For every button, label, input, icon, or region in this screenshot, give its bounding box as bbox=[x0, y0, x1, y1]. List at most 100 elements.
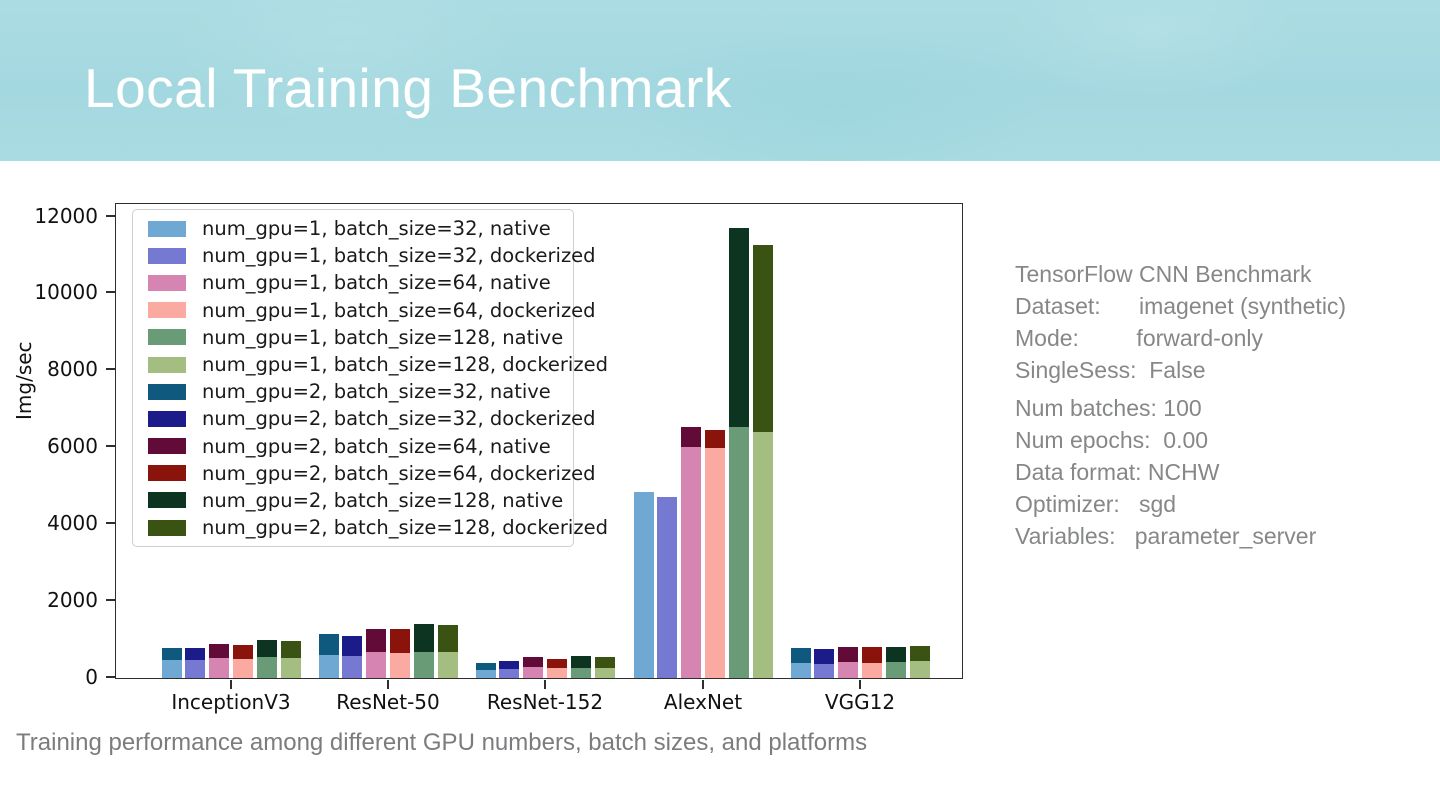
legend-item: num_gpu=1, batch_size=128, dockerized bbox=[133, 351, 608, 378]
legend-item: num_gpu=2, batch_size=128, native bbox=[133, 487, 573, 514]
legend-swatch bbox=[148, 492, 186, 509]
info-line: Num epochs: 0.00 bbox=[1015, 427, 1209, 453]
legend-item: num_gpu=2, batch_size=128, dockerized bbox=[133, 514, 608, 541]
y-tick-label: 2000 bbox=[47, 588, 98, 613]
legend-swatch bbox=[148, 410, 186, 427]
legend-label: num_gpu=1, batch_size=128, dockerized bbox=[202, 353, 608, 377]
legend-label: num_gpu=1, batch_size=32, dockerized bbox=[202, 244, 596, 268]
legend-swatch bbox=[148, 465, 186, 482]
info-line: Variables: parameter_server bbox=[1015, 523, 1317, 549]
y-tick-label: 0 bbox=[85, 665, 98, 689]
x-tick-mark bbox=[702, 679, 704, 689]
info-line: Optimizer: sgd bbox=[1015, 491, 1177, 517]
bar-gpu1 bbox=[681, 447, 702, 678]
bar-gpu1 bbox=[389, 653, 410, 678]
legend-swatch bbox=[148, 519, 186, 536]
info-line: Data format: NCHW bbox=[1015, 459, 1220, 485]
bar-gpu1 bbox=[318, 655, 339, 678]
bar-gpu1 bbox=[814, 664, 835, 678]
y-tick-mark bbox=[105, 445, 115, 448]
x-tick-mark bbox=[387, 679, 389, 689]
bar-gpu1 bbox=[256, 657, 277, 678]
legend-label: num_gpu=1, batch_size=64, native bbox=[202, 271, 551, 295]
legend-item: num_gpu=1, batch_size=128, native bbox=[133, 324, 573, 351]
x-tick-label: InceptionV3 bbox=[171, 690, 291, 714]
y-tick-label: 12000 bbox=[34, 203, 98, 228]
bar-gpu1 bbox=[209, 658, 230, 678]
y-tick-mark bbox=[105, 291, 115, 294]
legend-item: num_gpu=1, batch_size=64, native bbox=[133, 269, 573, 296]
legend-swatch bbox=[148, 247, 186, 264]
info-panel: TensorFlow CNN Benchmark Dataset: imagen… bbox=[1015, 258, 1346, 552]
legend-swatch bbox=[148, 274, 186, 291]
bar-gpu1 bbox=[633, 492, 654, 678]
legend-item: num_gpu=2, batch_size=64, native bbox=[133, 433, 573, 460]
bar-gpu1 bbox=[546, 668, 567, 678]
x-tick-label: ResNet-152 bbox=[486, 690, 604, 714]
legend-label: num_gpu=2, batch_size=128, dockerized bbox=[202, 516, 608, 540]
bar-gpu1 bbox=[523, 667, 544, 678]
bar-gpu1 bbox=[499, 669, 520, 678]
bar-gpu1 bbox=[366, 652, 387, 678]
legend-item: num_gpu=2, batch_size=64, dockerized bbox=[133, 460, 596, 487]
bar-gpu1 bbox=[342, 655, 363, 678]
x-tick-mark bbox=[230, 679, 232, 689]
bar-gpu1 bbox=[657, 496, 678, 678]
bar-gpu1 bbox=[185, 659, 206, 678]
y-tick-mark bbox=[105, 676, 115, 678]
y-tick-mark bbox=[105, 599, 115, 602]
bar-gpu1 bbox=[594, 668, 615, 678]
bar-gpu1 bbox=[728, 426, 749, 678]
chart-caption: Training performance among different GPU… bbox=[16, 729, 868, 756]
legend-label: num_gpu=1, batch_size=64, dockerized bbox=[202, 298, 596, 322]
x-tick-mark bbox=[544, 679, 546, 689]
bar-gpu1 bbox=[885, 661, 906, 678]
legend-item: num_gpu=2, batch_size=32, native bbox=[133, 378, 573, 405]
legend-item: num_gpu=1, batch_size=64, dockerized bbox=[133, 297, 596, 324]
legend-label: num_gpu=2, batch_size=32, native bbox=[202, 380, 551, 404]
page-title: Local Training Benchmark bbox=[84, 57, 732, 119]
y-tick-label: 6000 bbox=[47, 434, 98, 459]
x-tick-label: AlexNet bbox=[663, 690, 743, 714]
legend-item: num_gpu=1, batch_size=32, native bbox=[133, 215, 573, 242]
y-tick-mark bbox=[105, 368, 115, 371]
bar-gpu1 bbox=[570, 668, 591, 678]
legend-label: num_gpu=1, batch_size=128, native bbox=[202, 325, 564, 349]
bar-gpu1 bbox=[790, 663, 811, 678]
x-tick-mark bbox=[859, 679, 861, 689]
y-tick-label: 10000 bbox=[34, 280, 98, 305]
legend-swatch bbox=[148, 302, 186, 319]
bar-gpu1 bbox=[413, 651, 434, 678]
legend-item: num_gpu=2, batch_size=32, dockerized bbox=[133, 405, 596, 432]
bar-gpu1 bbox=[909, 661, 930, 678]
legend-swatch bbox=[148, 438, 186, 455]
legend-swatch bbox=[148, 220, 186, 237]
bar-gpu1 bbox=[861, 663, 882, 678]
legend-swatch bbox=[148, 329, 186, 346]
info-line: Num batches: 100 bbox=[1015, 395, 1202, 421]
bar-gpu1 bbox=[437, 652, 458, 678]
legend-label: num_gpu=2, batch_size=32, dockerized bbox=[202, 407, 596, 431]
x-tick-label: VGG12 bbox=[824, 690, 896, 714]
info-line: Mode: forward-only bbox=[1015, 325, 1263, 351]
legend-label: num_gpu=1, batch_size=32, native bbox=[202, 217, 551, 241]
bar-gpu1 bbox=[280, 658, 301, 678]
bar-gpu1 bbox=[161, 660, 182, 678]
chart-area: num_gpu=1, batch_size=32, native num_gpu=… bbox=[34, 203, 963, 714]
y-tick-label: 8000 bbox=[47, 357, 98, 382]
y-tick-label: 4000 bbox=[47, 511, 98, 536]
info-line: TensorFlow CNN Benchmark bbox=[1015, 261, 1312, 287]
legend-label: num_gpu=2, batch_size=64, native bbox=[202, 434, 551, 458]
legend-item: num_gpu=1, batch_size=32, dockerized bbox=[133, 242, 596, 269]
y-tick-mark bbox=[105, 214, 115, 217]
x-tick-label: ResNet-50 bbox=[336, 690, 440, 714]
bar-gpu1 bbox=[838, 662, 859, 678]
info-line: Dataset: imagenet (synthetic) bbox=[1015, 293, 1347, 319]
legend-swatch bbox=[148, 383, 186, 400]
y-tick-mark bbox=[105, 522, 115, 525]
legend-label: num_gpu=2, batch_size=64, dockerized bbox=[202, 461, 596, 485]
bar-gpu1 bbox=[752, 431, 773, 678]
bar-gpu1 bbox=[704, 447, 725, 678]
bar-gpu1 bbox=[475, 669, 496, 678]
legend-label: num_gpu=2, batch_size=128, native bbox=[202, 488, 564, 512]
